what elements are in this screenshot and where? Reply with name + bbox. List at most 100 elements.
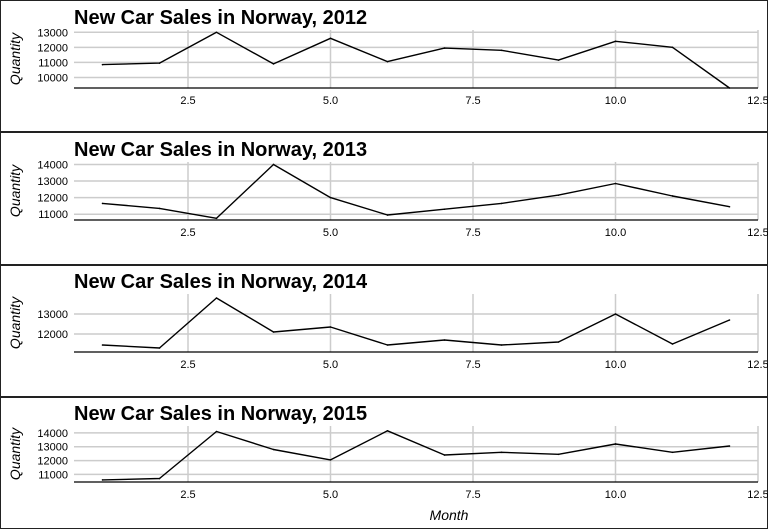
data-point xyxy=(500,344,503,346)
x-tick-label: 10.0 xyxy=(605,359,626,371)
x-axis-label: Month xyxy=(430,507,469,523)
x-tick-label: 7.5 xyxy=(465,359,480,371)
chart-title: New Car Sales in Norway, 2014 xyxy=(74,271,368,293)
data-point xyxy=(671,343,674,345)
y-tick-label: 12000 xyxy=(37,329,68,341)
data-point xyxy=(272,63,275,65)
series-line xyxy=(102,430,730,481)
data-point xyxy=(728,319,731,321)
chart-title: New Car Sales in Norway, 2015 xyxy=(74,403,367,425)
chart-panel-2: 2.5 5.0 7.5 10.0 12.5 11000 12000 13000 14000 New… xyxy=(0,132,768,265)
data-point xyxy=(329,326,332,328)
data-point xyxy=(158,477,161,480)
data-point xyxy=(557,59,560,61)
data-point xyxy=(215,217,218,220)
x-tick-label: 12.5 xyxy=(747,489,768,501)
y-tick-label: 10000 xyxy=(37,72,68,84)
y-tick-label: 13000 xyxy=(37,442,68,454)
y-tick-label: 11000 xyxy=(38,57,68,69)
x-tick-label: 2.5 xyxy=(180,95,195,107)
y-axis-label: Quantity xyxy=(7,427,23,480)
data-point xyxy=(272,448,275,451)
x-tick-label: 12.5 xyxy=(747,359,768,371)
x-tick-label: 10.0 xyxy=(605,489,626,501)
data-point xyxy=(500,202,503,205)
x-tick-label: 5.0 xyxy=(323,489,338,501)
data-point xyxy=(386,430,389,432)
series-line xyxy=(102,31,730,89)
series-line xyxy=(102,163,730,220)
y-tick-label: 11000 xyxy=(38,469,68,481)
data-point xyxy=(272,331,275,333)
y-tick-label: 13000 xyxy=(37,27,68,39)
y-axis-label: Quantity xyxy=(7,296,23,349)
data-point xyxy=(386,214,389,216)
data-point xyxy=(443,47,446,49)
data-point xyxy=(158,347,161,349)
chart-title: New Car Sales in Norway, 2013 xyxy=(74,139,367,161)
data-point xyxy=(329,196,332,199)
data-point xyxy=(386,60,389,63)
data-point xyxy=(386,344,389,346)
data-point xyxy=(215,297,218,299)
x-tick-label: 7.5 xyxy=(465,227,480,239)
chart-panel-1: 2.5 5.0 7.5 10.0 12.5 10000 11000 12000 13000 New… xyxy=(0,0,768,132)
y-axis-label: Quantity xyxy=(7,32,23,85)
data-point xyxy=(671,46,674,49)
x-tick-label: 2.5 xyxy=(180,489,195,501)
data-point xyxy=(557,194,560,196)
y-tick-label: 12000 xyxy=(37,42,68,54)
y-axis-label: Quantity xyxy=(7,164,23,217)
data-point xyxy=(443,454,446,456)
data-point xyxy=(614,40,617,43)
chart-panel-3: 2.5 5.0 7.5 10.0 12.5 12000 13000 New Car Sales… xyxy=(0,265,768,397)
data-point xyxy=(728,445,731,447)
data-point xyxy=(158,207,161,210)
data-point xyxy=(500,451,503,454)
data-point xyxy=(215,430,218,433)
chart-title: New Car Sales in Norway, 2012 xyxy=(74,7,367,29)
data-point xyxy=(728,205,731,208)
y-tick-label: 14000 xyxy=(37,428,68,440)
data-point xyxy=(728,87,731,89)
data-point xyxy=(101,344,104,346)
y-tick-label: 11000 xyxy=(38,209,68,221)
data-point xyxy=(614,313,617,315)
data-point xyxy=(215,31,218,34)
x-tick-label: 5.0 xyxy=(323,359,338,371)
data-point xyxy=(329,459,332,461)
data-point xyxy=(101,479,104,481)
data-point xyxy=(671,451,674,454)
data-point xyxy=(101,63,104,66)
x-tick-label: 12.5 xyxy=(747,227,768,239)
data-point xyxy=(671,195,674,197)
x-tick-label: 12.5 xyxy=(747,95,768,107)
x-tick-label: 10.0 xyxy=(605,227,626,239)
x-tick-label: 2.5 xyxy=(180,359,195,371)
x-tick-label: 5.0 xyxy=(323,95,338,107)
data-point xyxy=(158,62,161,64)
data-point xyxy=(443,339,446,341)
y-tick-label: 13000 xyxy=(37,309,68,321)
series-line xyxy=(102,297,730,349)
data-point xyxy=(557,453,560,456)
data-point xyxy=(329,37,332,40)
y-tick-label: 14000 xyxy=(37,159,68,171)
x-tick-label: 2.5 xyxy=(180,227,195,239)
x-tick-label: 5.0 xyxy=(323,227,338,239)
data-point xyxy=(614,182,617,185)
data-point xyxy=(500,49,503,52)
data-point xyxy=(101,202,104,205)
y-tick-label: 12000 xyxy=(37,193,68,205)
data-point xyxy=(614,443,617,445)
x-tick-label: 7.5 xyxy=(465,95,480,107)
y-tick-label: 12000 xyxy=(37,456,68,468)
y-tick-label: 13000 xyxy=(37,176,68,188)
x-tick-label: 10.0 xyxy=(605,95,626,107)
data-point xyxy=(557,341,560,343)
data-point xyxy=(443,208,446,211)
data-point xyxy=(272,163,275,166)
x-tick-label: 7.5 xyxy=(465,489,480,501)
